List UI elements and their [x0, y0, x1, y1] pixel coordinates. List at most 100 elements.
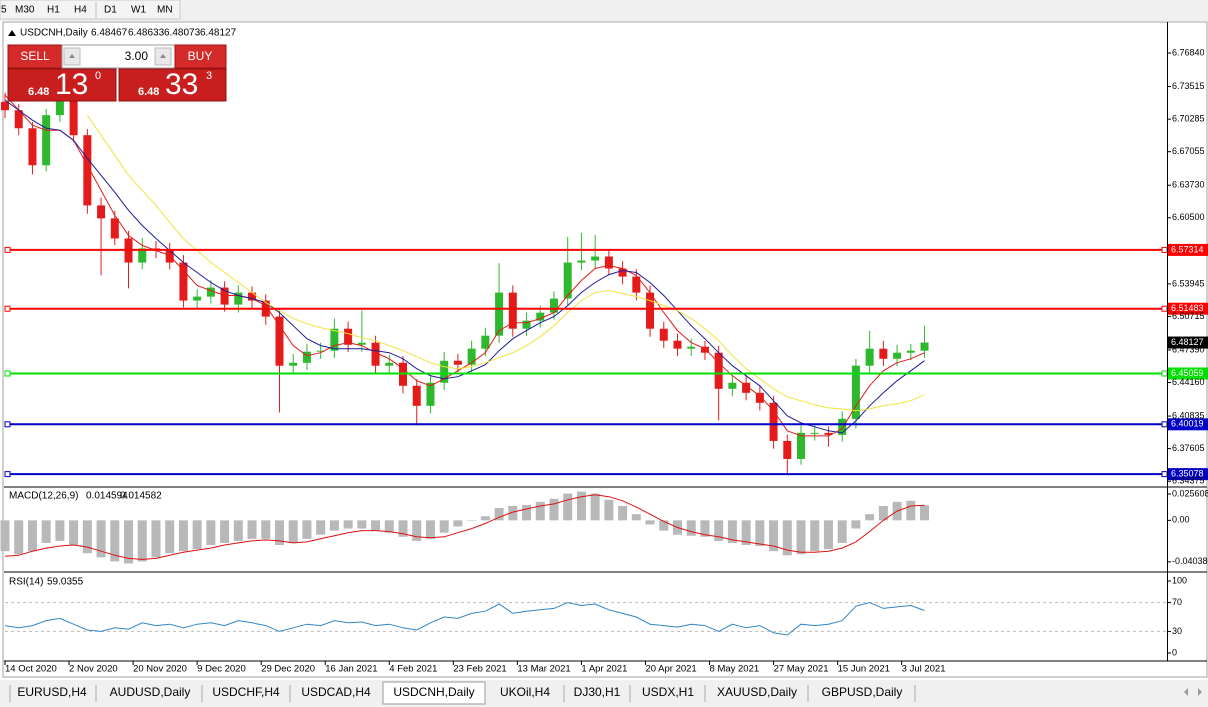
candle-body [83, 135, 92, 206]
y-tick-label: 6.47390 [1172, 344, 1205, 354]
x-tick-label: 27 May 2021 [774, 664, 829, 675]
macd-bar [151, 520, 161, 558]
candle-body [206, 287, 215, 297]
candle-body [453, 360, 462, 365]
candle-body [563, 262, 572, 299]
level-anchor [4, 305, 11, 312]
macd-bar [590, 493, 600, 521]
macd-bar [41, 520, 51, 543]
candle-body [536, 312, 545, 321]
level-anchor [1161, 421, 1168, 428]
macd-bar [439, 520, 449, 533]
macd-bar [274, 520, 284, 546]
macd-bar [14, 520, 24, 555]
candle-body [110, 218, 119, 239]
macd-bar [453, 520, 463, 527]
candle-body [1, 101, 9, 111]
arrow-icon [160, 54, 166, 58]
x-tick-label: 20 Nov 2020 [133, 664, 187, 675]
tab[interactable]: AUDUSD,Daily [110, 685, 191, 699]
macd-bar [261, 520, 271, 539]
timeframe-button[interactable]: M30 [15, 5, 35, 16]
y-tick-label: 6.50715 [1172, 311, 1205, 321]
macd-bar [206, 520, 216, 546]
tab[interactable]: EURUSD,H4 [17, 685, 87, 699]
chart-symbol: USDCNH,Daily [20, 28, 88, 39]
candle-body [755, 392, 764, 403]
scroll-right[interactable] [1198, 688, 1202, 696]
macd-bar [755, 520, 765, 547]
active-tab[interactable] [382, 681, 486, 705]
macd-bar [741, 520, 751, 546]
y-tick-label: -0.040380 [1172, 556, 1208, 566]
tab[interactable]: DJ30,H1 [574, 685, 621, 699]
candle-body [700, 346, 709, 353]
timeframe-button[interactable]: W1 [131, 5, 146, 16]
level-anchor [1161, 471, 1168, 478]
candle-body [906, 350, 915, 353]
candle-body [632, 276, 641, 293]
macd-bar [329, 520, 339, 531]
candle-body [604, 256, 613, 269]
macd-bar [769, 520, 779, 552]
buy-button[interactable] [174, 44, 227, 69]
timeframe-button[interactable]: D1 [104, 5, 117, 16]
macd-title: MACD(12,26,9) [9, 491, 78, 502]
candle-body [234, 292, 243, 305]
macd-value: 0.014594 [86, 491, 128, 502]
macd-bar [535, 501, 545, 521]
candle-body [302, 351, 311, 363]
timeframe-button[interactable]: MN [157, 5, 173, 16]
candle-body [618, 268, 627, 277]
price-label-bg [1168, 418, 1208, 431]
macd-bar [124, 520, 134, 564]
macd-bar [357, 520, 367, 529]
macd-bar [727, 520, 737, 543]
candle-body [426, 382, 435, 406]
macd-bar [233, 520, 243, 541]
tab[interactable]: UKOil,H4 [500, 685, 550, 699]
candle-body [467, 348, 476, 365]
x-tick-label: 3 Jul 2021 [902, 664, 946, 675]
y-tick-label: 6.73515 [1172, 81, 1205, 91]
y-tick-label: 6.63730 [1172, 180, 1205, 190]
y-tick-label: 30 [1172, 626, 1182, 636]
tab[interactable]: USDX,H1 [642, 685, 694, 699]
level-anchor [4, 471, 11, 478]
candle-body [14, 110, 23, 129]
lot-value[interactable]: 3.00 [125, 49, 149, 63]
y-tick-label: 6.34375 [1172, 476, 1205, 486]
macd-bar [837, 520, 847, 543]
buy-price-box[interactable] [118, 68, 227, 102]
x-tick-label: 16 Jan 2021 [325, 664, 377, 675]
rsi-value: 59.0355 [47, 577, 84, 588]
candle-body [344, 328, 353, 345]
macd-bar [398, 520, 408, 537]
buy-label[interactable]: BUY [188, 49, 213, 63]
x-tick-label: 1 Apr 2021 [581, 664, 627, 675]
sell-price-box[interactable] [7, 68, 117, 102]
macd-bar [604, 499, 614, 521]
scroll-left[interactable] [1184, 688, 1188, 696]
price-label-bg [1168, 468, 1208, 481]
tab[interactable]: XAUUSD,Daily [717, 685, 797, 699]
timeframe-button[interactable]: 5 [1, 5, 7, 16]
tab[interactable]: USDCHF,H4 [212, 685, 280, 699]
collapse-icon[interactable] [8, 30, 16, 36]
arrow-icon [69, 54, 75, 58]
tab[interactable]: GBPUSD,Daily [822, 685, 903, 699]
macd-value: 0.014582 [120, 491, 162, 502]
candle-body [591, 256, 600, 261]
toolbar [0, 0, 1208, 21]
x-tick-label: 29 Dec 2020 [261, 664, 315, 675]
y-tick-label: 70 [1172, 597, 1182, 607]
rsi-title: RSI(14) [9, 577, 43, 588]
tab[interactable]: USDCAD,H4 [301, 685, 371, 699]
price-label-bg [1168, 302, 1208, 315]
price-label-bg [1168, 243, 1208, 256]
sell-label[interactable]: SELL [20, 49, 50, 63]
timeframe-button[interactable]: H1 [47, 5, 60, 16]
timeframe-button[interactable]: H4 [74, 5, 87, 16]
tab[interactable]: USDCNH,Daily [393, 685, 474, 699]
candle-body [330, 328, 339, 351]
